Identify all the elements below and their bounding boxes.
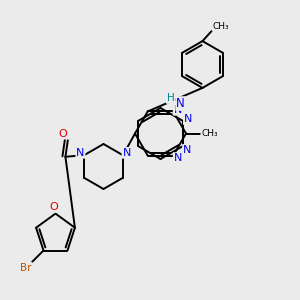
Text: N: N [183, 145, 191, 155]
Text: N: N [76, 148, 85, 158]
Text: CH₃: CH₃ [201, 129, 218, 138]
Text: H: H [167, 93, 175, 103]
Text: CH₃: CH₃ [212, 22, 229, 31]
Text: O: O [58, 129, 67, 139]
Text: N: N [184, 114, 192, 124]
Text: O: O [50, 202, 58, 212]
Text: N: N [174, 105, 182, 115]
Text: N: N [174, 153, 182, 163]
Text: N: N [122, 148, 131, 158]
Text: Br: Br [20, 263, 32, 273]
Text: N: N [176, 97, 185, 110]
